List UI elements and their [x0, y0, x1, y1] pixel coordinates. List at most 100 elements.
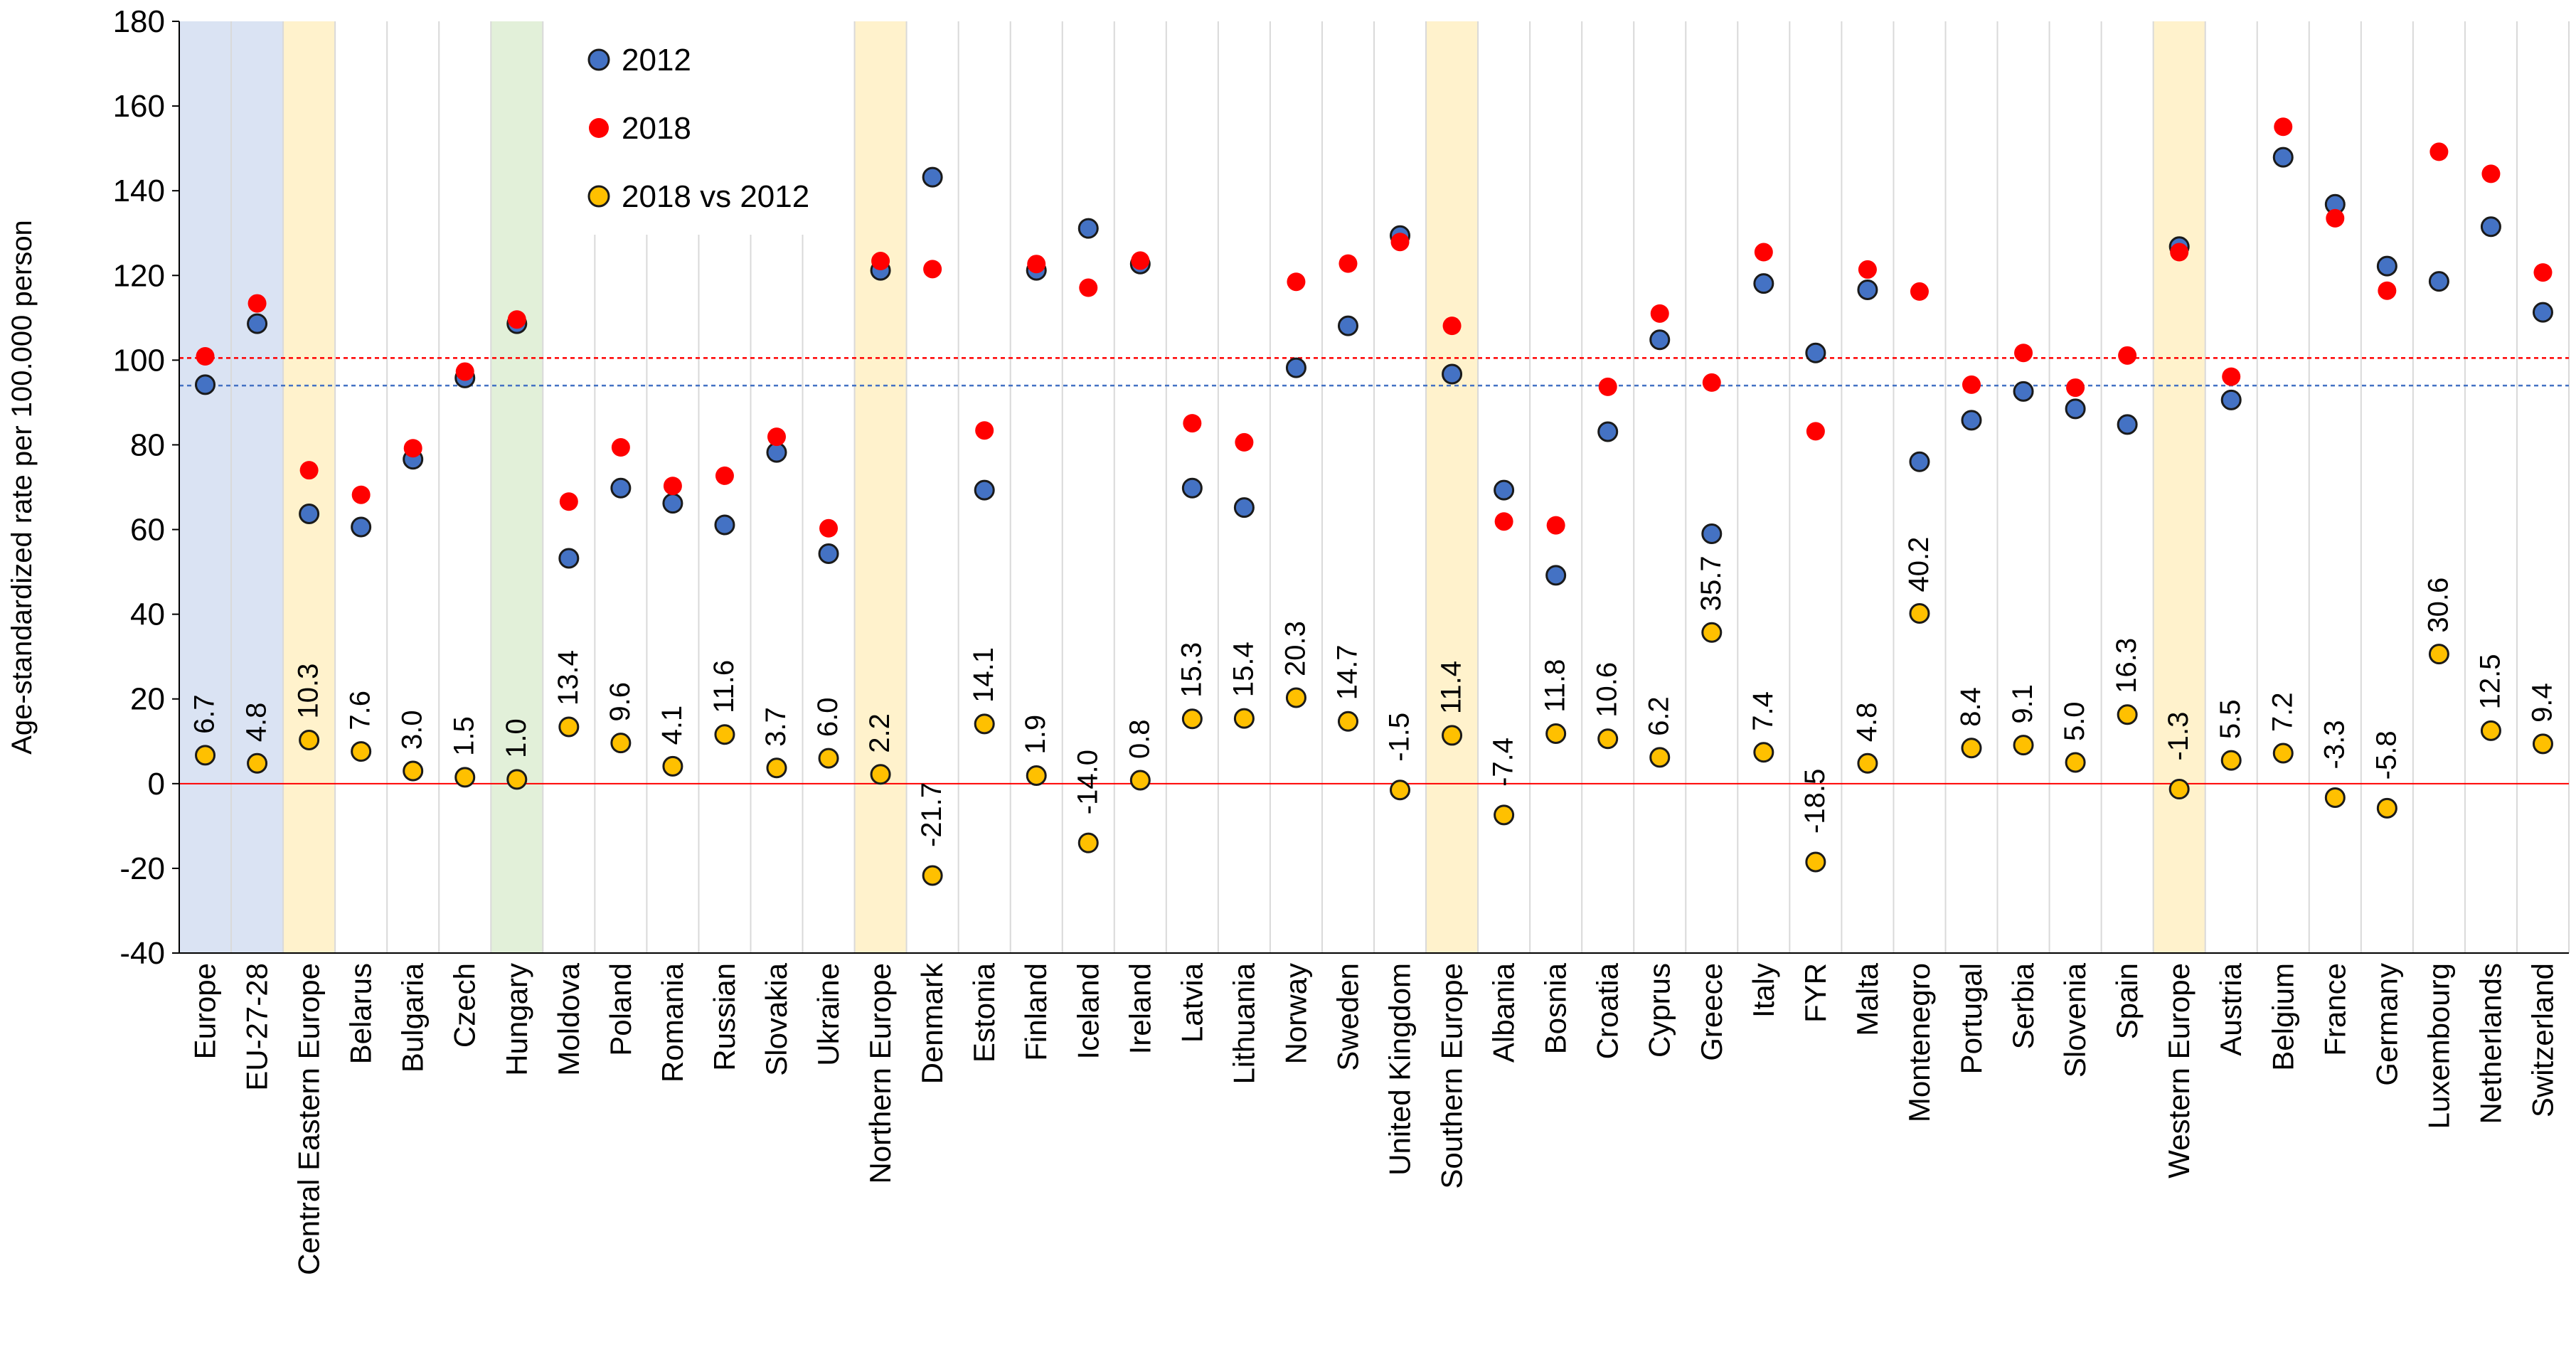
- data-label-diff-hungary: 1.0: [501, 718, 532, 758]
- point-s2012-austria: [2220, 389, 2242, 410]
- point-s2012-belarus: [351, 516, 372, 538]
- point-diff-northern-europe: [870, 764, 891, 785]
- data-label-diff-northern-europe: 2.2: [864, 713, 895, 753]
- data-label-diff-portugal: 8.4: [1955, 687, 1986, 727]
- y-tick-label: 180: [113, 4, 165, 39]
- point-diff-eu-27-28: [247, 752, 268, 774]
- data-label-diff-southern-europe: 11.4: [1436, 661, 1467, 714]
- x-tick-label-bulgaria: Bulgaria: [396, 962, 430, 1073]
- x-tick-label-albania: Albania: [1487, 962, 1521, 1063]
- x-tick-label-austria: Austria: [2214, 962, 2247, 1055]
- y-tick-label: 140: [113, 174, 165, 208]
- point-s2012-portugal: [1961, 410, 1982, 431]
- data-label-diff-iceland: -14.0: [1072, 750, 1103, 814]
- data-label-diff-montenegro: 40.2: [1903, 537, 1934, 592]
- x-tick-label-denmark: Denmark: [915, 962, 949, 1084]
- x-tick-label-western-europe: Western Europe: [2162, 963, 2196, 1179]
- point-diff-greece: [1701, 622, 1723, 643]
- data-label-diff-bosnia: 11.8: [1540, 659, 1571, 713]
- x-tick-label-montenegro: Montenegro: [1902, 963, 1936, 1122]
- data-label-diff-western-europe: -1.3: [2163, 712, 2194, 761]
- point-s2012-netherlands: [2480, 216, 2501, 238]
- point-s2012-romania: [662, 493, 683, 514]
- point-diff-france: [2324, 787, 2346, 808]
- point-s2018-albania: [1494, 512, 1513, 531]
- x-tick-labels: Europe EU-27-28 Central Eastern Europe Bela…: [188, 962, 2560, 1275]
- point-s2018-croatia: [1598, 377, 1617, 396]
- point-s2012-lithuania: [1233, 497, 1255, 518]
- data-label-diff-spain: 16.3: [2111, 638, 2142, 693]
- data-label-diff-slovakia: 3.7: [760, 707, 792, 747]
- band-western-europe: [2153, 21, 2205, 953]
- point-s2018-austria: [2222, 367, 2241, 386]
- x-tick-label-italy: Italy: [1747, 963, 1780, 1018]
- point-s2018-bulgaria: [403, 439, 422, 458]
- point-diff-denmark: [922, 865, 943, 886]
- point-diff-netherlands: [2480, 720, 2501, 741]
- point-s2018-finland: [1027, 255, 1046, 274]
- x-tick-label-ireland: Ireland: [1123, 963, 1156, 1054]
- point-s2018-estonia: [975, 421, 994, 440]
- x-tick-label-cyprus: Cyprus: [1643, 963, 1676, 1058]
- x-tick-label-belgium: Belgium: [2266, 963, 2299, 1071]
- point-s2012-iceland: [1077, 218, 1099, 239]
- point-s2018-western-europe: [2170, 243, 2189, 262]
- point-s2012-cyprus: [1649, 329, 1671, 351]
- point-diff-portugal: [1961, 738, 1982, 759]
- point-diff-czech: [454, 767, 476, 788]
- data-label-diff-norway: 20.3: [1279, 621, 1311, 676]
- point-s2018-italy: [1754, 243, 1773, 262]
- point-diff-southern-europe: [1442, 725, 1463, 746]
- point-s2012-europe: [195, 374, 216, 395]
- legend-marker-s2018: [589, 118, 609, 138]
- x-tick-label-iceland: Iceland: [1071, 963, 1105, 1059]
- point-diff-slovakia: [766, 757, 787, 779]
- y-tick-label: -20: [119, 851, 165, 886]
- point-s2018-luxembourg: [2429, 142, 2449, 161]
- x-tick-label-luxembourg: Luxembourg: [2422, 963, 2455, 1129]
- data-label-diff-united-kingdom: -1.5: [1384, 713, 1415, 762]
- point-s2018-france: [2326, 208, 2345, 228]
- point-s2018-czech: [455, 362, 474, 381]
- point-s2012-central-eastern-europe: [299, 504, 320, 525]
- point-s2018-iceland: [1079, 278, 1098, 297]
- point-diff-western-europe: [2168, 779, 2190, 800]
- point-diff-austria: [2220, 750, 2242, 771]
- data-label-diff-serbia: 9.1: [2007, 684, 2038, 724]
- x-tick-label-norway: Norway: [1279, 963, 1312, 1064]
- point-s2018-cyprus: [1650, 304, 1669, 323]
- point-s2018-northern-europe: [871, 252, 890, 271]
- data-label-diff-netherlands: 12.5: [2474, 654, 2506, 710]
- x-tick-label-romania: Romania: [656, 962, 689, 1082]
- point-s2012-southern-europe: [1442, 363, 1463, 385]
- y-tick-label: 160: [113, 89, 165, 124]
- data-label-diff-france: -3.3: [2319, 720, 2350, 770]
- band-central-eastern-europe: [283, 21, 336, 953]
- data-label-diff-sweden: 14.7: [1331, 644, 1363, 700]
- point-diff-finland: [1026, 765, 1047, 787]
- point-s2012-bosnia: [1545, 565, 1567, 586]
- point-s2018-fyr: [1806, 422, 1825, 441]
- point-s2018-ireland: [1131, 251, 1150, 270]
- legend-marker-s2012: [587, 48, 610, 71]
- data-label-diff-moldova: 13.4: [553, 650, 584, 706]
- data-label-diff-albania: -7.4: [1488, 738, 1519, 787]
- x-tick-label-spain: Spain: [2110, 963, 2144, 1039]
- legend-label-diff: 2018 vs 2012: [622, 179, 809, 214]
- point-s2012-italy: [1753, 273, 1774, 294]
- x-tick-label-russian: Russian: [708, 963, 741, 1071]
- point-diff-spain: [2117, 704, 2138, 725]
- point-diff-iceland: [1077, 832, 1099, 853]
- point-s2018-greece: [1702, 373, 1721, 392]
- point-diff-united-kingdom: [1390, 780, 1411, 801]
- x-tick-label-europe: Europe: [188, 963, 222, 1059]
- point-diff-ukraine: [818, 747, 839, 769]
- x-tick-label-hungary: Hungary: [500, 963, 533, 1076]
- point-s2018-denmark: [923, 260, 942, 279]
- point-s2018-netherlands: [2481, 164, 2501, 183]
- data-label-diff-cyprus: 6.2: [1644, 696, 1675, 736]
- point-s2018-sweden: [1338, 254, 1358, 273]
- data-label-diff-estonia: 14.1: [968, 647, 999, 703]
- point-s2012-belgium: [2272, 147, 2294, 168]
